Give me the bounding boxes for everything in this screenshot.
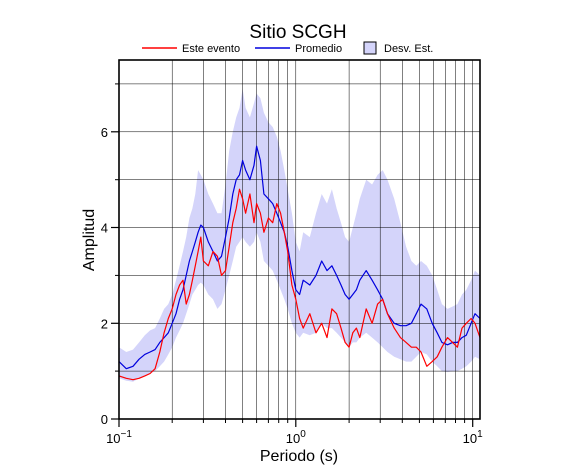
x-tick-label: 10−1 (106, 429, 132, 446)
legend-label-desv-est: Desv. Est. (384, 43, 433, 55)
legend-label-este-evento: Este evento (182, 43, 240, 55)
std-dev-band-layer (119, 88, 480, 382)
x-axis-title: Periodo (s) (260, 448, 338, 465)
x-tick-label: 100 (286, 429, 306, 446)
y-tick-label: 0 (101, 412, 108, 427)
axes: 10−1 100 101 0 2 4 6 (101, 83, 483, 446)
y-tick-label: 6 (101, 125, 108, 140)
plot-frame (118, 59, 481, 420)
legend-label-promedio: Promedio (295, 43, 342, 55)
grid (119, 60, 480, 419)
chart-title: Sitio SCGH (249, 22, 346, 43)
std-dev-band (119, 88, 480, 382)
y-tick-label: 2 (101, 316, 108, 331)
legend-swatch-desv-est (363, 41, 377, 55)
x-tick-label: 101 (463, 429, 483, 446)
legend: Este evento Promedio Desv. Est. (142, 41, 433, 55)
series-layer (118, 145, 481, 381)
y-axis-title: Amplitud (81, 209, 98, 271)
series-line-este-evento (118, 188, 481, 381)
y-tick-label: 4 (101, 221, 108, 236)
series-line-promedio (118, 145, 481, 370)
